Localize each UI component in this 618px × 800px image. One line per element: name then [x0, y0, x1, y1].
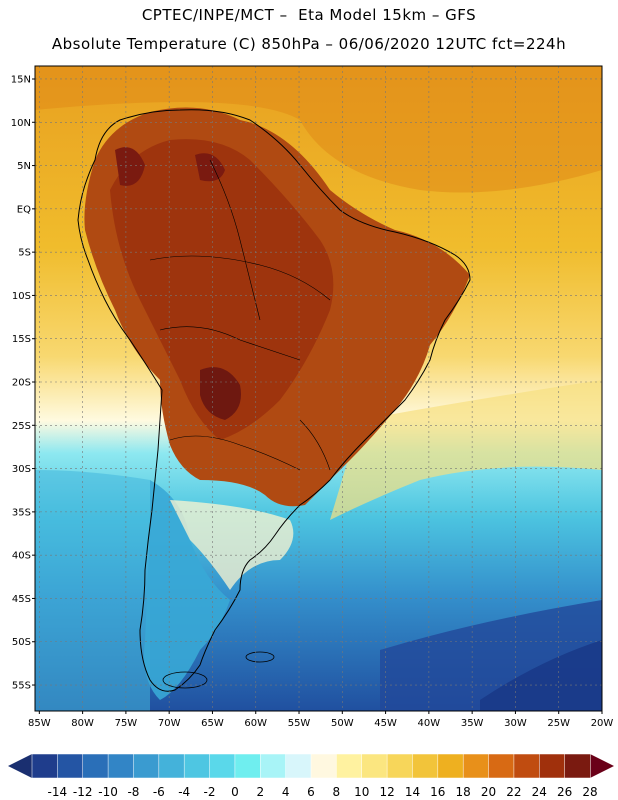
- colorbar-swatch: [260, 753, 287, 779]
- colorbar-label: 14: [405, 785, 420, 799]
- colorbar-swatch: [31, 753, 59, 779]
- colorbar-swatch: [158, 753, 185, 779]
- colorbar-label: 2: [256, 785, 264, 799]
- lat-tick-label: 5S: [18, 248, 31, 259]
- colorbar-label: 6: [307, 785, 315, 799]
- lat-tick-label: 45S: [12, 594, 31, 605]
- map-field: [35, 66, 602, 711]
- lat-tick-label: 50S: [12, 637, 31, 648]
- colorbar-label: -12: [73, 785, 93, 799]
- lon-tick-label: 35W: [461, 718, 484, 729]
- lon-tick-label: 70W: [158, 718, 181, 729]
- lon-tick-label: 50W: [331, 718, 354, 729]
- lon-tick-label: 20W: [591, 718, 614, 729]
- colorbar-swatch: [57, 753, 84, 779]
- colorbar-label: -8: [127, 785, 139, 799]
- colorbar-swatch: [488, 753, 515, 779]
- map-title-line2: Absolute Temperature (C) 850hPa – 06/06/…: [51, 35, 567, 53]
- colorbar-label: 4: [282, 785, 290, 799]
- lat-tick-label: EQ: [17, 204, 31, 215]
- colorbar-swatch: [82, 753, 109, 779]
- lon-tick-label: 65W: [201, 718, 224, 729]
- colorbar-swatch: [209, 753, 236, 779]
- lat-tick-label: 20S: [12, 378, 31, 389]
- colorbar-label: 20: [481, 785, 496, 799]
- colorbar-swatch: [412, 753, 439, 779]
- colorbar-swatch: [133, 753, 160, 779]
- lat-tick-label: 35S: [12, 507, 31, 518]
- lat-tick-label: 15N: [11, 74, 31, 85]
- longitude-axis: 85W 80W 75W 70W 65W 60W 55W 50W 45W 40W 35W 30W 25W 2…: [28, 711, 613, 729]
- colorbar-label: 22: [506, 785, 521, 799]
- colorbar-swatch: [386, 753, 414, 779]
- colorbar-swatch: [107, 753, 135, 779]
- lon-tick-label: 60W: [244, 718, 267, 729]
- colorbar-swatch: [310, 753, 338, 779]
- colorbar-under-arrow: [8, 754, 32, 778]
- colorbar-swatch: [183, 753, 211, 779]
- colorbar-label: -2: [204, 785, 216, 799]
- map-title-line1: CPTEC/INPE/MCT – Eta Model 15km – GFS: [141, 6, 477, 24]
- lon-tick-label: 85W: [28, 718, 51, 729]
- lon-tick-label: 25W: [547, 718, 570, 729]
- colorbar-label: -10: [98, 785, 118, 799]
- colorbar-label: 12: [379, 785, 394, 799]
- colorbar-swatch: [539, 753, 566, 779]
- colorbar-label: 26: [557, 785, 572, 799]
- colorbar-label: 0: [231, 785, 239, 799]
- colorbar-label: 8: [333, 785, 341, 799]
- colorbar-label: -6: [153, 785, 165, 799]
- lat-tick-label: 15S: [12, 334, 31, 345]
- lat-tick-label: 30S: [12, 464, 31, 475]
- colorbar-swatch: [437, 753, 464, 779]
- colorbar-label: 24: [532, 785, 547, 799]
- map-frame: [34, 65, 603, 712]
- colorbar-swatch: [513, 753, 541, 779]
- colorbar-swatch: [285, 753, 312, 779]
- colorbar-label: -4: [178, 785, 190, 799]
- lon-tick-label: 40W: [418, 718, 441, 729]
- lon-tick-label: 75W: [115, 718, 138, 729]
- colorbar-label: 18: [456, 785, 471, 799]
- lat-tick-label: 40S: [12, 551, 31, 562]
- lon-tick-label: 45W: [374, 718, 397, 729]
- colorbar-swatch: [336, 753, 363, 779]
- colorbar-label: 28: [582, 785, 597, 799]
- colorbar-label: -14: [48, 785, 68, 799]
- lat-tick-label: 10N: [11, 118, 31, 129]
- lon-tick-label: 30W: [504, 718, 527, 729]
- colorbar-label: 16: [430, 785, 445, 799]
- colorbar-swatch: [462, 753, 490, 779]
- colorbar-swatch: [234, 753, 262, 779]
- coastline: [77, 109, 471, 692]
- colorbar-over-arrow: [590, 754, 614, 778]
- lat-tick-label: 55S: [12, 681, 31, 692]
- lon-tick-label: 80W: [71, 718, 94, 729]
- latitude-axis: 15N 10N 5N EQ 5S 10S 15S 20S 25S 30S 35S 40S 45S 50S 5…: [11, 74, 35, 692]
- colorbar-label: 10: [354, 785, 369, 799]
- lon-tick-label: 55W: [288, 718, 311, 729]
- lat-tick-label: 10S: [12, 291, 31, 302]
- colorbar-swatch: [564, 753, 591, 779]
- colorbar: -14 -12 -10 -8 -6 -4 -2 0 2 4 6 8 10 12 14 16 18 20 22 24 26…: [8, 753, 614, 799]
- colorbar-swatch: [361, 753, 388, 779]
- lat-tick-label: 5N: [17, 161, 31, 172]
- lat-tick-label: 25S: [12, 421, 31, 432]
